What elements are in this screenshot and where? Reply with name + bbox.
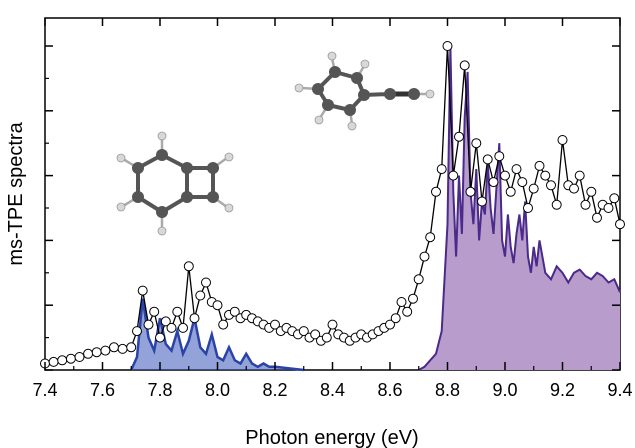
y-axis-label: ms-TPE spectra [5,121,27,265]
blue-simulation-area [131,298,304,370]
experiment-point [218,319,229,330]
experiment-point [160,316,171,327]
experiment-point [189,313,200,324]
experiment-point [390,313,401,324]
experiment-point [385,319,395,330]
experiment-point [580,199,591,210]
experiment-point [448,170,459,181]
experiment-point [402,306,413,317]
x-tick-label: 7.8 [147,380,172,400]
x-tick-label: 9.0 [492,380,517,400]
experiment-point [143,319,154,330]
experiment-point [298,326,309,337]
experiment-point [321,332,332,343]
experiment-point [132,326,142,337]
experiment-point [48,356,59,367]
experiment-point [523,203,533,213]
experiment-point [477,196,487,207]
x-tick-label: 8.6 [377,380,402,400]
experiment-point [83,348,94,359]
experiment-point [270,319,280,330]
experiment-point [65,353,76,364]
experiment-point [172,306,183,317]
experiment-point [310,329,321,340]
x-tick-label: 8.8 [435,380,460,400]
experiment-point [396,297,407,307]
experiment-point [137,285,148,296]
experiment-point [505,186,516,197]
experiment-point [419,251,430,262]
experiment-point [517,177,528,188]
x-axis-ticks: 7.4 7.6 7.8 8.0 8.2 8.4 8.6 8.8 9.0 9.2 9.4 [32,18,633,400]
experiment-point [586,186,597,197]
experiment-point [482,154,493,165]
experiment-point [592,212,602,223]
experiment-point [540,170,551,181]
experiment-point [528,183,539,194]
x-tick-label: 9.2 [550,380,575,400]
x-tick-label: 7.4 [32,380,57,400]
purple-simulation-line [418,45,621,371]
experiment-point [551,199,562,210]
experiment-point [569,183,579,194]
experiment-point [74,352,85,362]
experiment-point [413,274,424,285]
x-tick-label: 9.4 [607,380,632,400]
benzocyclobutadiene-molecule [116,131,234,236]
experiment-point [488,177,499,188]
experiment-point [534,160,545,171]
experiment-point [546,180,556,191]
experiment-point [454,131,464,142]
experiment-point [117,343,128,354]
experiment-point [494,151,505,162]
experiment-point [57,355,68,366]
experiment-point [465,186,476,197]
purple-simulation-layer [418,45,621,371]
experiment-point [615,219,625,230]
x-tick-label: 8.2 [262,380,287,400]
experiment-point [500,170,510,181]
experiment-point [327,319,338,330]
experiment-point [603,203,614,213]
experiment-point [229,306,240,317]
x-tick-label: 7.6 [90,380,115,400]
experiment-point [149,306,160,317]
experiment-point [155,332,165,343]
experiment-point [408,293,418,304]
experiment-point [109,342,119,353]
purple-simulation-area [418,46,620,370]
experiment-point [436,164,447,175]
experiment-point [609,193,620,204]
experiment-point [557,135,568,145]
experiment-point [431,186,441,197]
experiment-point [425,232,436,243]
experiment-point [166,322,177,333]
experiment-point [178,322,188,333]
experiment-point [183,261,194,272]
experiment-point [442,41,453,51]
experiment-point [471,138,482,149]
experiment-point [100,345,111,356]
x-tick-label: 8.4 [320,380,345,400]
experiment-point [91,347,102,358]
experiment-point [574,170,585,181]
x-tick-label: 8.0 [205,380,230,400]
phenylacetylene-molecule [294,51,435,131]
experiment-point [126,342,137,353]
experiment-layer [40,41,625,369]
experiment-point [212,300,223,311]
experiment-point [201,277,211,288]
x-axis-label: Photon energy (eV) [245,427,418,448]
experiment-point [511,164,522,175]
y-axis-ticks [45,45,620,371]
experiment-point [459,60,470,71]
experiment-point [195,290,206,301]
